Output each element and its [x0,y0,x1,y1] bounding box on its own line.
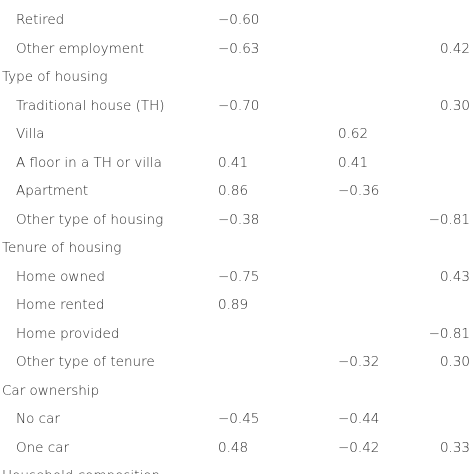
cell-value: −0.32 [338,354,380,370]
cell-value: 0.30 [439,97,470,114]
cell-value: 0.62 [338,126,369,142]
row-label: Traditional house (TH) [16,97,165,114]
row-label: Villa [16,126,45,142]
cell-value: −0.45 [218,411,260,427]
row-label: Other type of tenure [16,354,155,370]
cell-value: 0.89 [218,297,249,313]
cell-value: −0.60 [218,12,260,28]
group-title: Car ownership [2,382,100,399]
cell-value: 0.41 [218,154,249,171]
cell-value: −0.38 [218,211,260,228]
group-title: Household composition [2,467,160,474]
cell-value: 0.48 [218,439,249,456]
cell-value: −0.44 [338,411,380,427]
row-label: Retired [16,12,65,28]
row-label: No car [16,411,60,427]
row-label: Home rented [16,297,105,313]
cell-value: −0.63 [218,40,260,57]
row-label: One car [16,439,70,456]
row-label: Apartment [16,183,89,199]
cell-value: −0.75 [218,268,260,285]
group-title: Type of housing [2,69,108,85]
cell-value: 0.41 [338,154,369,171]
row-label: Home provided [16,325,120,342]
cell-value: 0.86 [218,183,249,199]
cell-value: −0.36 [338,183,380,199]
group-title: Tenure of housing [2,240,122,256]
cell-value: 0.33 [439,439,470,456]
row-label: Other employment [16,40,144,57]
cell-value: −0.81 [428,211,470,228]
cell-value: −0.70 [218,97,260,114]
cell-value: 0.43 [439,268,470,285]
cell-value: −0.42 [338,439,380,456]
row-label: A floor in a TH or villa [16,154,162,171]
row-label: Home owned [16,268,105,285]
cell-value: −0.81 [428,325,470,342]
cell-value: 0.30 [439,354,470,370]
row-label: Other type of housing [16,211,164,228]
cell-value: 0.42 [439,40,470,57]
